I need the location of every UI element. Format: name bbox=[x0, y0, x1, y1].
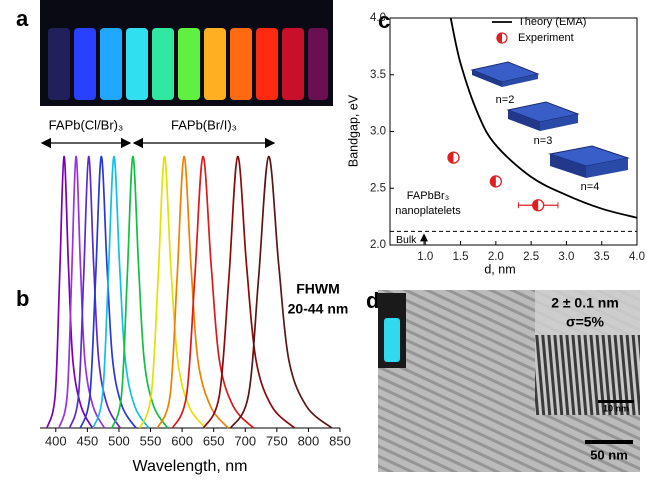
legend-swatch bbox=[497, 33, 502, 43]
group-label: FAPb(Cl/Br)₃ bbox=[49, 117, 124, 132]
x-tick-label: 700 bbox=[234, 433, 256, 448]
x-axis-label: Wavelength, nm bbox=[132, 458, 247, 475]
y-tick-label: 2.0 bbox=[370, 239, 386, 251]
x-tick-label: 750 bbox=[266, 433, 288, 448]
x-tick-label: 400 bbox=[45, 433, 67, 448]
spectrum-line bbox=[156, 155, 229, 429]
y-tick-label: 3.5 bbox=[370, 69, 386, 81]
x-tick-label: 1.5 bbox=[453, 251, 469, 263]
nanoplatelet-n2 bbox=[470, 61, 540, 87]
panel-label: b bbox=[16, 286, 29, 311]
y-tick-label: 2.5 bbox=[370, 182, 386, 194]
annotation: FAPbBr₃ bbox=[407, 190, 449, 202]
annotation: 20-44 nm bbox=[288, 301, 349, 317]
x-tick-label: 450 bbox=[77, 433, 99, 448]
annotation: nanoplatelets bbox=[395, 205, 461, 217]
panel-label: a bbox=[16, 6, 29, 31]
x-tick-label: 3.5 bbox=[594, 251, 610, 263]
panel-label: c bbox=[378, 8, 390, 33]
x-tick-label: 600 bbox=[171, 433, 193, 448]
data-point-half bbox=[448, 152, 454, 164]
size-label: 2 ± 0.1 nm bbox=[551, 295, 619, 311]
scale-label: 50 nm bbox=[590, 447, 628, 462]
theory-line bbox=[449, 17, 638, 219]
spectrum-line bbox=[68, 155, 121, 429]
dispersion-label: σ=5% bbox=[566, 314, 605, 330]
y-axis-label: Bandgap, eV bbox=[346, 94, 360, 167]
x-tick-label: 3.0 bbox=[558, 251, 574, 263]
x-axis-label: d, nm bbox=[484, 262, 515, 276]
spectrum-line bbox=[111, 155, 169, 429]
x-tick-label: 2.0 bbox=[488, 251, 504, 263]
annotation: n=2 bbox=[496, 94, 515, 106]
x-tick-label: 500 bbox=[108, 433, 130, 448]
group-label: FAPb(Br/I)₃ bbox=[171, 117, 237, 132]
nanoplatelet-n4 bbox=[548, 145, 630, 178]
data-point-half bbox=[532, 199, 539, 211]
y-tick-label: 3.0 bbox=[370, 126, 386, 138]
x-tick-label: 650 bbox=[203, 433, 225, 448]
nanoplatelet-n3 bbox=[506, 101, 580, 131]
x-tick-label: 800 bbox=[298, 433, 320, 448]
x-tick-label: 4.0 bbox=[629, 251, 645, 263]
legend-label: Theory (EMA) bbox=[518, 16, 586, 28]
data-point-half bbox=[490, 175, 496, 187]
annotation: n=4 bbox=[581, 181, 600, 193]
vial-photo bbox=[40, 0, 333, 106]
tem-image bbox=[378, 290, 640, 472]
spectrum-line bbox=[79, 155, 137, 429]
spectrum-line bbox=[171, 155, 255, 429]
legend-label: Experiment bbox=[518, 32, 574, 44]
x-tick-label: 850 bbox=[329, 433, 351, 448]
panel-label: d bbox=[366, 288, 379, 313]
spectrum-line bbox=[229, 155, 333, 429]
x-tick-label: 2.5 bbox=[523, 251, 539, 263]
scale-label: 10 nm bbox=[603, 403, 629, 413]
x-tick-label: 1.0 bbox=[417, 251, 433, 263]
spectrum-line bbox=[202, 155, 296, 429]
spectrum-line bbox=[92, 155, 150, 429]
x-tick-label: 550 bbox=[140, 433, 162, 448]
reference-label: Bulk bbox=[396, 234, 417, 246]
annotation: FHWM bbox=[296, 281, 340, 297]
annotation: n=3 bbox=[534, 135, 553, 147]
spectrum-line bbox=[138, 155, 207, 429]
y-tick-label: 4.0 bbox=[370, 12, 386, 24]
